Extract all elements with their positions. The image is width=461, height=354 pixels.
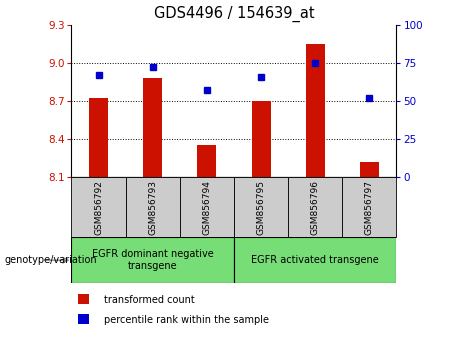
Text: GSM856796: GSM856796: [311, 179, 320, 235]
Bar: [125, 177, 180, 237]
Bar: [306, 44, 325, 177]
Text: EGFR activated transgene: EGFR activated transgene: [251, 255, 379, 265]
Text: EGFR dominant negative
transgene: EGFR dominant negative transgene: [92, 249, 213, 271]
Title: GDS4496 / 154639_at: GDS4496 / 154639_at: [154, 6, 314, 22]
Text: transformed count: transformed count: [104, 295, 195, 305]
Bar: [89, 98, 108, 177]
Text: GSM856793: GSM856793: [148, 179, 157, 235]
Text: percentile rank within the sample: percentile rank within the sample: [104, 315, 269, 325]
Text: GSM856794: GSM856794: [202, 179, 212, 235]
Bar: [71, 237, 234, 283]
Bar: [197, 145, 216, 177]
Text: genotype/variation: genotype/variation: [5, 255, 97, 265]
Bar: [78, 294, 89, 304]
Bar: [234, 237, 396, 283]
Text: GSM856795: GSM856795: [256, 179, 266, 235]
Bar: [180, 177, 234, 237]
Bar: [71, 177, 125, 237]
Text: GSM856797: GSM856797: [365, 179, 374, 235]
Bar: [342, 177, 396, 237]
Bar: [288, 177, 342, 237]
Bar: [143, 78, 162, 177]
Bar: [252, 101, 271, 177]
Bar: [78, 314, 89, 325]
Text: GSM856792: GSM856792: [94, 179, 103, 235]
Bar: [360, 162, 379, 177]
Bar: [234, 177, 288, 237]
